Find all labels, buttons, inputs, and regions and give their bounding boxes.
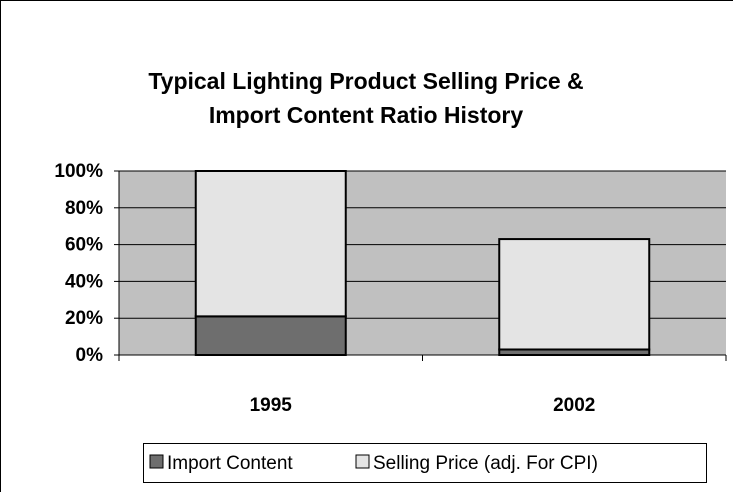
legend-label: Import Content (167, 453, 293, 474)
x-tick-label: 2002 (553, 395, 595, 416)
bar-segment (194, 315, 347, 356)
y-tick-label: 60% (65, 235, 103, 256)
legend-box (143, 443, 707, 483)
y-tick-label: 20% (65, 308, 103, 329)
chart-title: Import Content Ratio History (209, 102, 524, 128)
y-tick-label: 100% (54, 161, 103, 182)
y-tick-label: 0% (76, 345, 104, 366)
legend-label: Selling Price (adj. For CPI) (373, 453, 598, 474)
legend-swatch (149, 454, 164, 469)
y-tick-label: 80% (65, 198, 103, 219)
y-tick-label: 40% (65, 271, 103, 292)
bar-segment (498, 238, 651, 351)
legend-swatch (355, 454, 370, 469)
x-tick-label: 1995 (250, 395, 293, 416)
chart-title: Typical Lighting Product Selling Price & (148, 68, 583, 94)
bar-segment (194, 170, 347, 318)
